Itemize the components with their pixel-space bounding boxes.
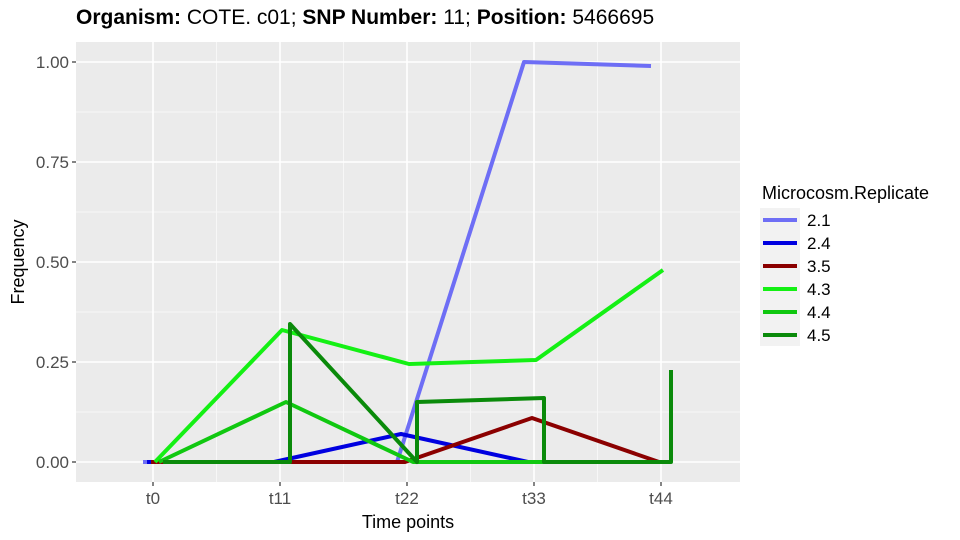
snp-label: SNP Number:	[302, 6, 438, 29]
legend-label-2.4: 2.4	[807, 234, 831, 253]
legend-label-2.1: 2.1	[807, 211, 831, 230]
legend-key-background	[760, 208, 800, 346]
series-line-4.5	[163, 322, 673, 464]
series-lines	[143, 60, 673, 464]
legend-label-4.5: 4.5	[807, 326, 831, 345]
x-tick-label: t44	[649, 489, 673, 508]
x-tick-label: t33	[522, 489, 546, 508]
y-tick-label: 0.25	[36, 353, 69, 372]
x-axis: t0 t11 t22 t33 t44	[146, 482, 673, 508]
legend-label-4.3: 4.3	[807, 280, 831, 299]
chart-title: Organism: COTE. c01; SNP Number: 11; Pos…	[76, 6, 654, 30]
y-axis-title: Frequency	[8, 219, 28, 304]
x-tick-label: t0	[146, 489, 160, 508]
snp-value: 11;	[437, 6, 477, 29]
y-tick-label: 0.00	[36, 453, 69, 472]
legend-label-3.5: 3.5	[807, 257, 831, 276]
organism-value: COTE. c01;	[181, 6, 303, 29]
legend-label-4.4: 4.4	[807, 303, 831, 322]
x-tick-label: t22	[395, 489, 419, 508]
position-label: Position:	[476, 6, 567, 29]
position-value: 5466695	[566, 6, 655, 29]
x-tick-label: t11	[269, 489, 291, 508]
y-tick-label: 0.75	[36, 153, 69, 172]
y-tick-label: 1.00	[36, 53, 69, 72]
organism-label: Organism:	[76, 6, 182, 29]
series-line-4.3	[153, 268, 665, 464]
legend-title: Microcosm.Replicate	[762, 183, 929, 203]
y-axis: 0.00 0.25 0.50 0.75 1.00	[36, 53, 76, 472]
x-axis-title: Time points	[362, 512, 454, 532]
legend: Microcosm.Replicate 2.1 2.4 3.5 4.3 4.4 4.5	[760, 183, 929, 346]
y-tick-label: 0.50	[36, 253, 69, 272]
